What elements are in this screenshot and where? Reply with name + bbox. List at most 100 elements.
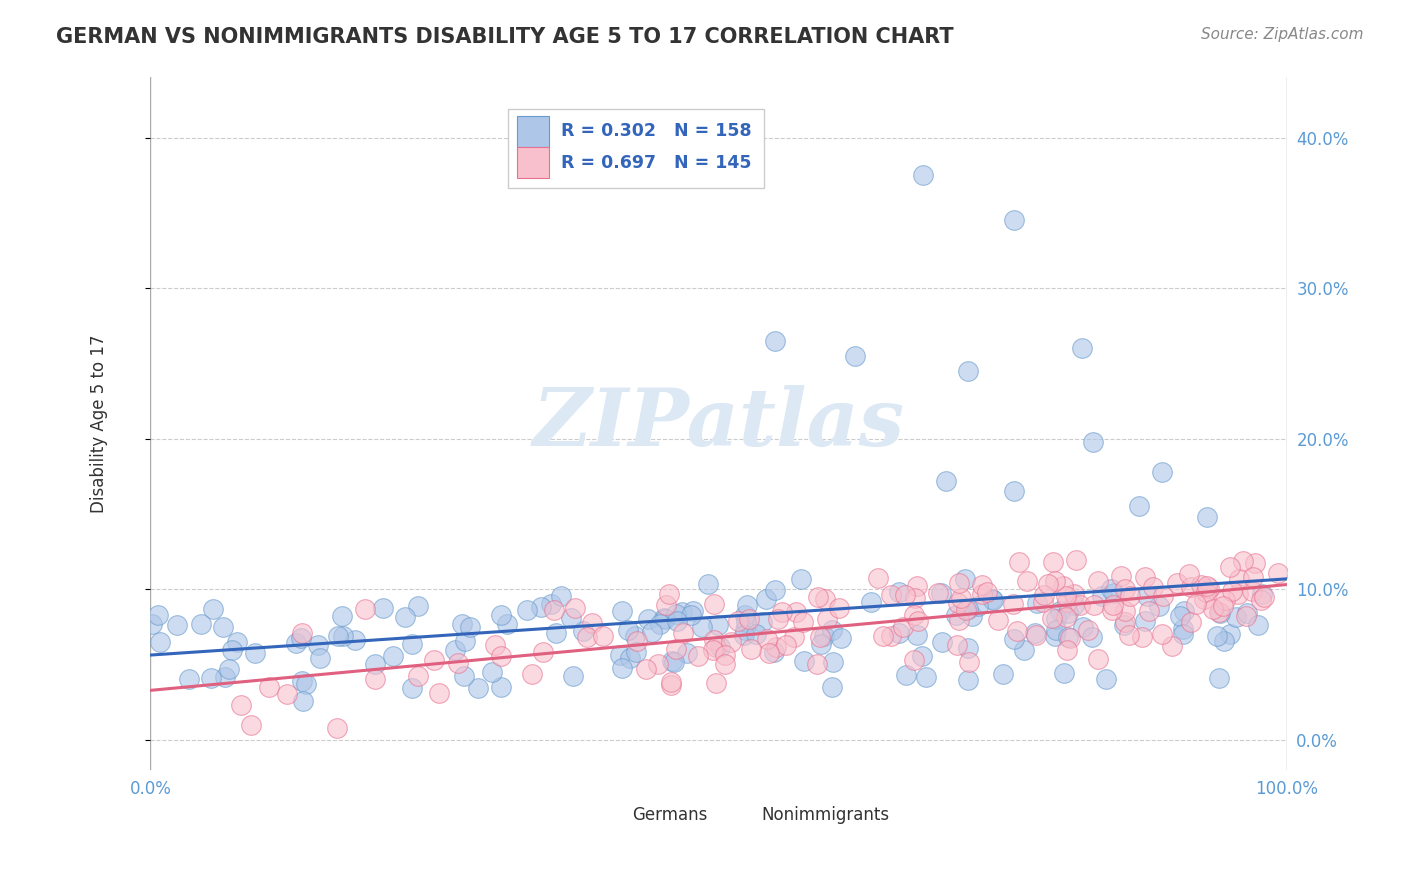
- Point: [1227, 573, 1250, 587]
- Point: [763, 582, 786, 597]
- Point: [903, 607, 925, 622]
- Point: [562, 668, 585, 682]
- Point: [903, 652, 925, 666]
- Point: [427, 686, 450, 700]
- Point: [976, 585, 998, 599]
- Point: [758, 646, 780, 660]
- Point: [1008, 555, 1031, 569]
- Point: [560, 611, 582, 625]
- Point: [707, 618, 730, 632]
- Point: [453, 634, 475, 648]
- Point: [671, 626, 693, 640]
- Point: [530, 599, 553, 614]
- Point: [1195, 585, 1218, 599]
- Point: [981, 592, 1004, 607]
- Point: [734, 623, 756, 637]
- Point: [679, 608, 702, 623]
- Point: [907, 614, 929, 628]
- Point: [1135, 589, 1157, 603]
- Point: [1197, 510, 1219, 524]
- Point: [641, 625, 664, 640]
- Point: [744, 627, 766, 641]
- Point: [790, 572, 813, 586]
- Point: [1080, 631, 1102, 645]
- Point: [1213, 633, 1236, 648]
- Point: [451, 616, 474, 631]
- Point: [1054, 589, 1077, 603]
- Point: [516, 603, 538, 617]
- Point: [1045, 623, 1067, 637]
- Point: [915, 670, 938, 684]
- Point: [955, 603, 977, 617]
- Point: [792, 615, 814, 629]
- Point: [755, 632, 778, 647]
- Point: [610, 661, 633, 675]
- Point: [546, 626, 568, 640]
- Point: [572, 624, 595, 638]
- Point: [1219, 559, 1241, 574]
- Point: [1063, 598, 1085, 612]
- Point: [671, 606, 693, 620]
- Point: [655, 598, 678, 612]
- Point: [218, 661, 240, 675]
- Point: [860, 594, 883, 608]
- Point: [894, 667, 917, 681]
- Point: [496, 616, 519, 631]
- Point: [686, 649, 709, 664]
- Point: [1220, 584, 1243, 599]
- Point: [659, 674, 682, 689]
- Point: [491, 608, 513, 623]
- Bar: [730, 802, 755, 828]
- Point: [290, 632, 312, 646]
- Point: [364, 657, 387, 672]
- Point: [891, 620, 914, 634]
- Point: [1083, 598, 1105, 612]
- Point: [1104, 586, 1126, 600]
- Point: [1152, 627, 1174, 641]
- Point: [740, 641, 762, 656]
- Point: [962, 608, 984, 623]
- Point: [676, 646, 699, 660]
- Bar: [517, 146, 550, 178]
- Point: [735, 598, 758, 612]
- Point: [484, 638, 506, 652]
- Point: [927, 586, 949, 600]
- Bar: [517, 116, 550, 146]
- Point: [148, 608, 170, 623]
- Point: [931, 586, 953, 600]
- Point: [720, 635, 742, 649]
- Point: [1243, 556, 1265, 570]
- Point: [709, 640, 731, 655]
- Point: [948, 575, 970, 590]
- Point: [221, 643, 243, 657]
- Point: [661, 654, 683, 668]
- Point: [1212, 599, 1234, 613]
- Point: [637, 612, 659, 626]
- Point: [1045, 629, 1067, 643]
- Point: [844, 349, 866, 363]
- Point: [1118, 628, 1140, 642]
- Point: [1135, 614, 1157, 628]
- Point: [911, 169, 934, 183]
- Point: [1057, 607, 1080, 621]
- Point: [821, 680, 844, 694]
- Point: [763, 334, 786, 348]
- Point: [905, 628, 928, 642]
- Text: R = 0.697   N = 145: R = 0.697 N = 145: [561, 153, 751, 171]
- Point: [765, 640, 787, 655]
- Point: [1253, 590, 1275, 604]
- Point: [1059, 631, 1081, 645]
- Point: [751, 615, 773, 629]
- Point: [276, 687, 298, 701]
- Point: [1150, 465, 1173, 479]
- Point: [957, 673, 980, 687]
- Point: [543, 603, 565, 617]
- Point: [491, 649, 513, 664]
- Point: [1087, 652, 1109, 666]
- Point: [659, 678, 682, 692]
- Point: [766, 612, 789, 626]
- Point: [880, 629, 903, 643]
- Point: [1095, 672, 1118, 686]
- Point: [956, 640, 979, 655]
- Point: [1247, 618, 1270, 632]
